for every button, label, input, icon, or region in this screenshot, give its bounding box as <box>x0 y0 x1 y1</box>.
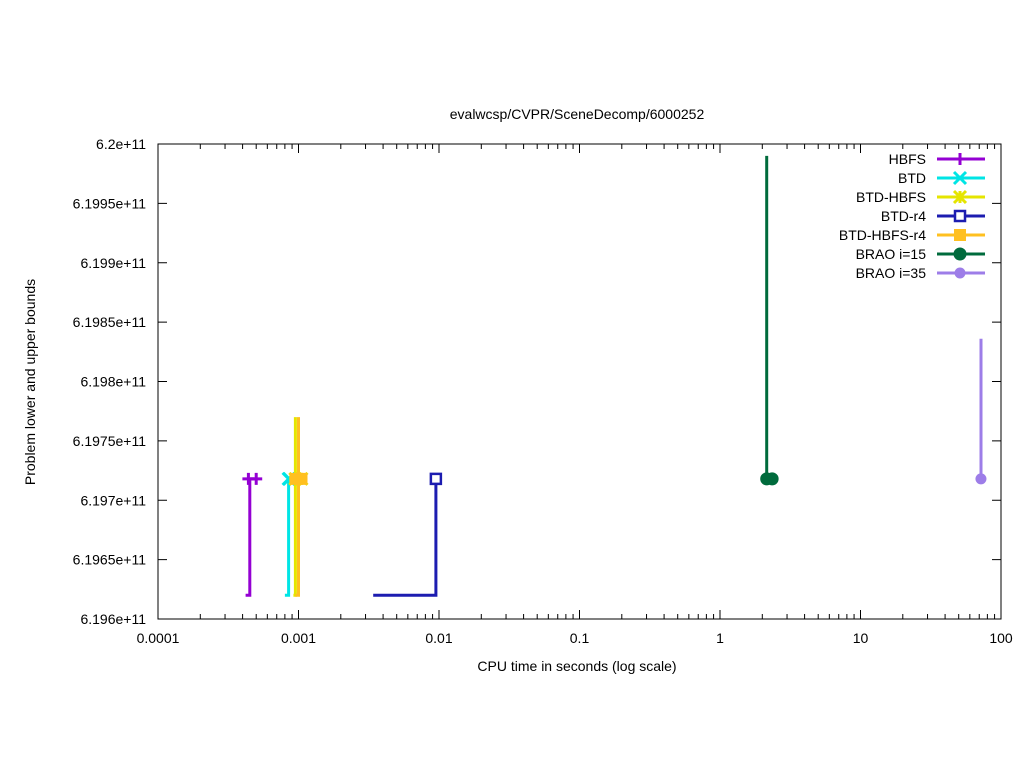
y-tick-label: 6.1975e+11 <box>73 433 147 449</box>
upper-bound-point <box>295 472 308 485</box>
legend-label: BTD-HBFS-r4 <box>839 227 926 243</box>
lower-bound-line <box>245 478 252 597</box>
legend-label: BTD-r4 <box>881 208 926 224</box>
legend-marker <box>954 229 966 241</box>
legend: HBFS BTD BTD-HBFS BTD-r4 BTD-HBFS-r4 BRAO i=1… <box>839 151 985 281</box>
y-tick-label: 6.1985e+11 <box>73 314 147 330</box>
y-tick-label: 6.196e+11 <box>80 611 146 627</box>
plot-frame <box>157 143 1002 620</box>
legend-label: BRAO i=15 <box>856 246 927 262</box>
y-tick-label: 6.197e+11 <box>80 492 146 508</box>
upper-bound-point <box>429 472 443 486</box>
x-tick-label: 0.0001 <box>137 630 180 646</box>
x-axis-label: CPU time in seconds (log scale) <box>477 658 676 674</box>
chart-title: evalwcsp/CVPR/SceneDecomp/6000252 <box>450 106 705 122</box>
upper-bound-point <box>975 473 987 485</box>
x-tick-label: 0.001 <box>281 630 316 646</box>
y-tick-label: 6.198e+11 <box>80 374 146 390</box>
legend-marker <box>954 153 966 165</box>
legend-label: HBFS <box>889 151 926 167</box>
x-tick-label: 1 <box>716 630 724 646</box>
y-tick-label: 6.2e+11 <box>96 136 146 152</box>
legend-marker <box>953 247 967 261</box>
x-tick-label: 0.1 <box>570 630 590 646</box>
series-hbfs <box>242 472 263 597</box>
upper-bound-point <box>765 472 779 486</box>
plot-area <box>242 155 987 597</box>
legend-marker <box>954 267 966 279</box>
x-tick-label: 100 <box>989 630 1013 646</box>
y-tick-label: 6.199e+11 <box>80 255 146 271</box>
legend-marker <box>952 189 968 205</box>
legend-marker <box>952 170 968 186</box>
legend-label: BRAO i=35 <box>856 265 927 281</box>
series-btd-r4 <box>373 472 443 597</box>
legend-marker <box>953 209 967 223</box>
series-brao-i-15 <box>760 155 779 486</box>
y-tick-label: 6.1995e+11 <box>73 195 147 211</box>
upper-bound-point <box>250 472 263 485</box>
series-btd-hbfs-r4 <box>289 417 308 597</box>
x-tick-label: 10 <box>853 630 869 646</box>
lower-bound-line <box>373 478 438 597</box>
x-tick-label: 0.01 <box>425 630 452 646</box>
series-brao-i-35 <box>975 338 987 485</box>
lower-bound-line <box>284 478 291 597</box>
legend-label: BTD <box>898 170 926 186</box>
y-axis-label: Problem lower and upper bounds <box>22 279 38 485</box>
y-tick-label: 6.1965e+11 <box>73 552 147 568</box>
legend-label: BTD-HBFS <box>856 189 926 205</box>
axis-ticks: 0.0001 0.001 0.01 0.1 1 10 100 6.196e+11 6.1965e… <box>73 136 1013 646</box>
